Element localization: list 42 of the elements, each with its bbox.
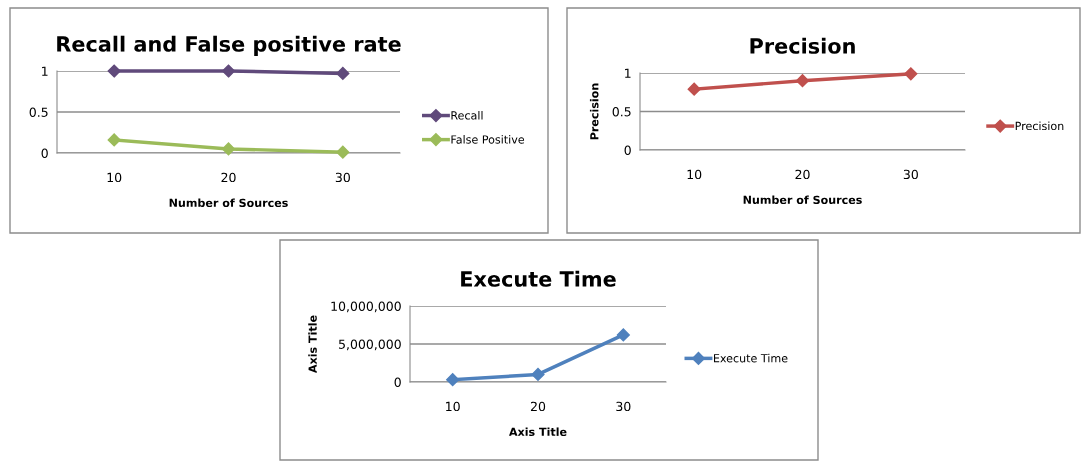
point — [107, 133, 121, 147]
point — [446, 373, 460, 387]
point — [616, 328, 630, 342]
y-axis-title: Precision — [589, 83, 599, 140]
point — [336, 145, 350, 159]
x-tick-label: 20 — [530, 401, 546, 412]
chart-title: Execute Time — [461, 270, 616, 287]
point — [221, 64, 236, 78]
point — [687, 82, 701, 96]
point — [107, 64, 121, 78]
chart-title: Recall and False positive rate — [57, 35, 401, 56]
y-axis-title: Axis Title — [308, 315, 317, 373]
y-tick-label: 0.5 — [29, 107, 48, 117]
legend-label: Precision — [1015, 121, 1064, 131]
y-tick-label: 0 — [624, 145, 631, 155]
x-tick-label: 20 — [795, 169, 810, 180]
y-tick-label: 1 — [42, 66, 48, 76]
y-tick-label: 5,000,000 — [339, 339, 401, 351]
y-tick-label: 0 — [394, 377, 401, 387]
legend-label: False Positive — [451, 135, 525, 144]
point — [531, 367, 545, 381]
point — [336, 66, 350, 81]
x-tick-label: 30 — [616, 401, 631, 412]
y-tick-label: 1 — [625, 68, 631, 78]
x-tick-label: 10 — [446, 401, 460, 412]
point — [904, 67, 918, 81]
y-tick-label: 0.5 — [612, 106, 631, 117]
point — [221, 142, 236, 156]
x-tick-label: 30 — [903, 169, 918, 180]
legend-label: Execute Time — [714, 353, 788, 363]
y-tick-label: 10,000,000 — [331, 301, 401, 313]
x-tick-label: 20 — [221, 172, 236, 183]
x-axis-title: Number of Sources — [743, 195, 862, 205]
y-tick-label: 0 — [41, 148, 48, 158]
chart-title: Precision — [750, 37, 855, 54]
x-axis-title: Number of Sources — [169, 198, 288, 208]
legend-label: Recall — [451, 110, 483, 120]
x-axis-title: Axis Title — [509, 427, 567, 437]
x-tick-label: 10 — [107, 172, 122, 183]
x-tick-label: 30 — [335, 172, 350, 183]
point — [795, 74, 810, 88]
x-tick-label: 10 — [687, 169, 702, 180]
